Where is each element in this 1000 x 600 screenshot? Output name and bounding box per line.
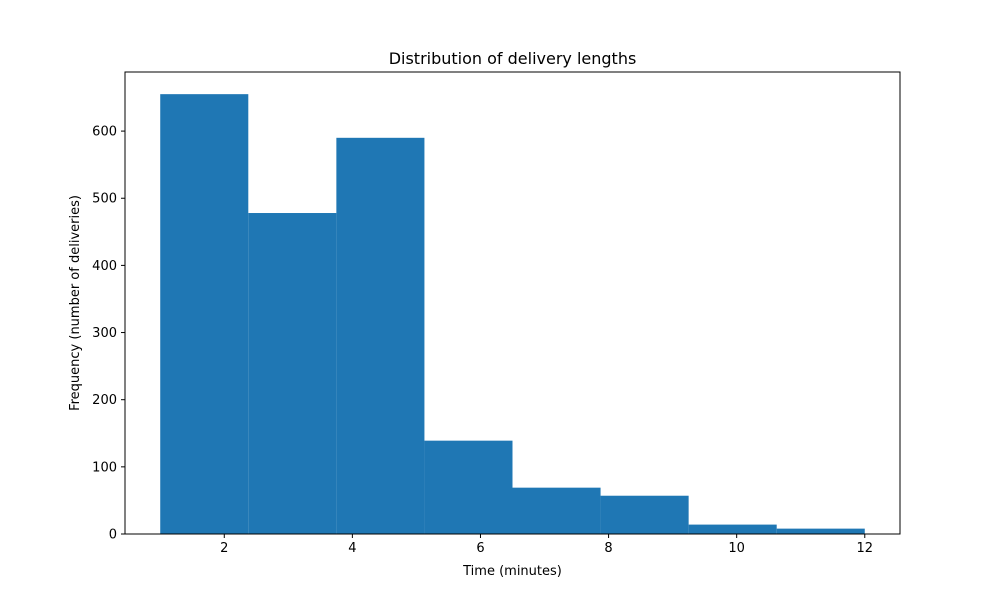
x-tick-label: 10 xyxy=(728,541,745,556)
histogram-bar xyxy=(776,528,865,534)
y-tick-label: 500 xyxy=(92,192,117,207)
y-tick-label: 200 xyxy=(92,393,117,408)
histogram-bar xyxy=(688,524,777,534)
y-tick-label: 0 xyxy=(109,528,117,543)
histogram-bar xyxy=(160,94,249,534)
plot-frame xyxy=(124,71,901,535)
histogram-bar xyxy=(600,495,689,534)
histogram-bar xyxy=(512,487,601,534)
y-tick-label: 300 xyxy=(92,326,117,341)
y-tick-label: 400 xyxy=(92,259,117,274)
y-axis-ticks: 0 100 200 300 400 500 600 xyxy=(92,125,125,543)
x-tick-label: 6 xyxy=(476,541,484,556)
x-tick-label: 4 xyxy=(348,541,356,556)
y-tick-label: 100 xyxy=(92,460,117,475)
bars-group xyxy=(160,94,865,534)
x-axis-label: Time (minutes) xyxy=(462,564,562,579)
x-axis-ticks: 2 4 6 8 10 12 xyxy=(220,534,873,556)
histogram-bar xyxy=(424,440,513,534)
chart-title: Distribution of delivery lengths xyxy=(389,49,637,68)
x-tick-label: 2 xyxy=(220,541,228,556)
x-tick-label: 12 xyxy=(856,541,873,556)
histogram-bar xyxy=(336,137,425,534)
y-axis-label: Frequency (number of deliveries) xyxy=(68,195,83,411)
histogram-bar xyxy=(248,213,337,534)
x-tick-label: 8 xyxy=(604,541,612,556)
y-tick-label: 600 xyxy=(92,125,117,140)
